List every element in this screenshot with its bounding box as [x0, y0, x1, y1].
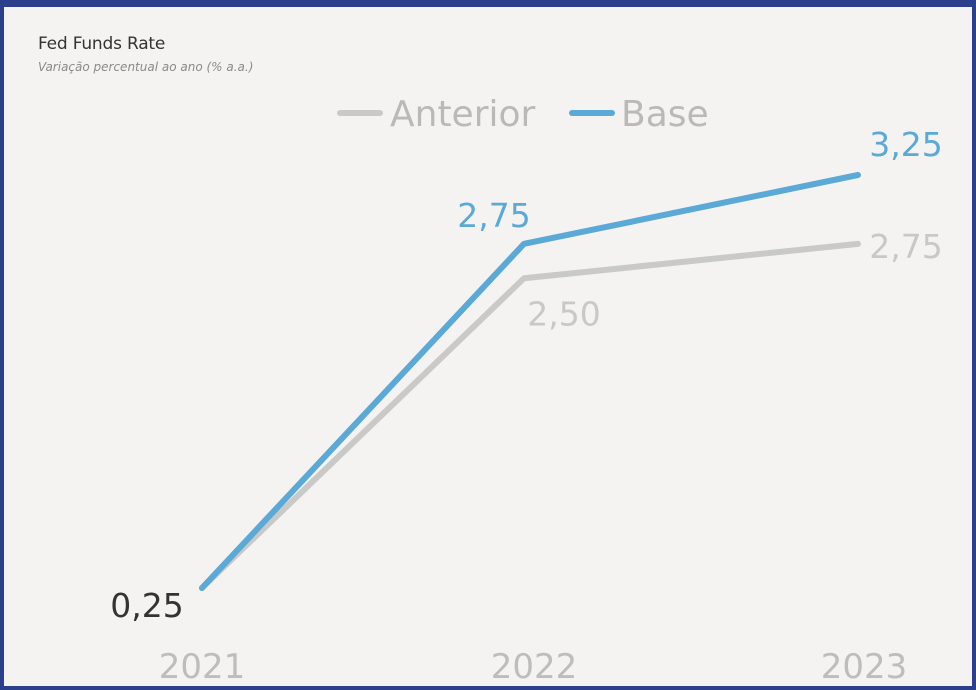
data-label-base-2022: 2,75 — [457, 196, 530, 235]
data-label-base-2021: 0,25 — [110, 586, 183, 625]
series-line-base — [199, 172, 861, 591]
x-tick-label-2022: 2022 — [491, 647, 578, 687]
x-tick-label-2023: 2023 — [821, 647, 908, 687]
data-label-anterior-2023: 2,75 — [869, 227, 942, 266]
data-label-base-2023: 3,25 — [869, 125, 942, 164]
data-label-anterior-2022: 2,50 — [527, 294, 600, 333]
series-line-anterior — [199, 240, 861, 591]
legend-label-base: Base — [621, 94, 709, 135]
chart-title: Fed Funds Rate — [38, 34, 166, 54]
chart-subtitle: Variação percentual ao ano (% a.a.) — [38, 60, 254, 74]
x-tick-label-2021: 2021 — [159, 647, 246, 687]
legend-label-anterior: Anterior — [390, 94, 536, 135]
